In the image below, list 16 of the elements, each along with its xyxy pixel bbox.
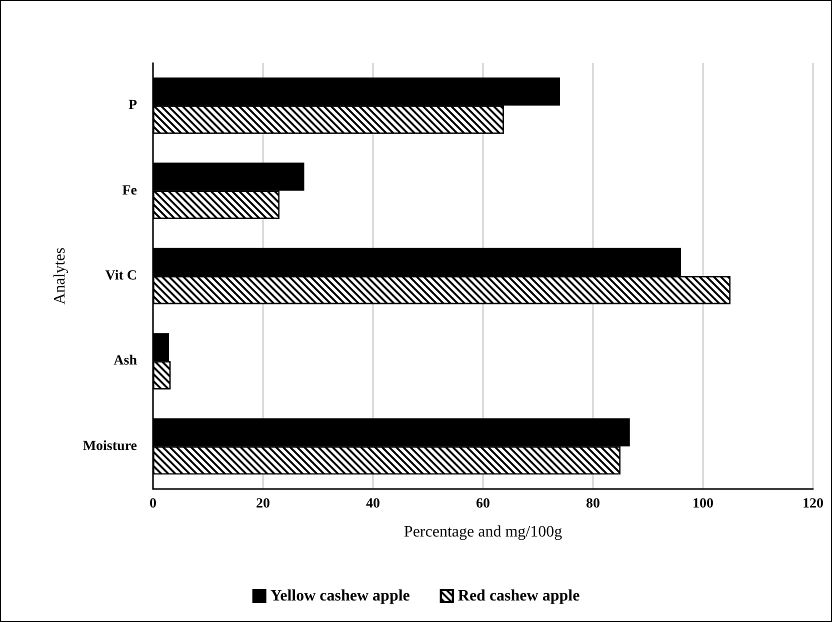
x-tick-label: 80 — [586, 496, 600, 512]
y-tick-label: Vit C — [105, 268, 137, 284]
x-tick-label: 40 — [366, 496, 380, 512]
x-tick-label: 120 — [802, 496, 824, 512]
x-tick-label: 20 — [256, 496, 270, 512]
legend-label: Yellow cashew apple — [270, 588, 410, 604]
y-tick-label: Fe — [122, 183, 137, 198]
y-tick-label: Ash — [114, 354, 138, 369]
x-tick-label: 100 — [692, 496, 714, 512]
y-axis-title: Analytes — [52, 248, 68, 304]
y-tick-label: Moisture — [82, 438, 137, 454]
x-axis-title: Percentage and mg/100g — [404, 524, 562, 540]
x-tick-label: 60 — [476, 496, 490, 512]
x-tick-label: 0 — [150, 496, 156, 512]
legend-label: Red cashew apple — [458, 588, 580, 604]
y-tick-label: P — [128, 98, 138, 114]
